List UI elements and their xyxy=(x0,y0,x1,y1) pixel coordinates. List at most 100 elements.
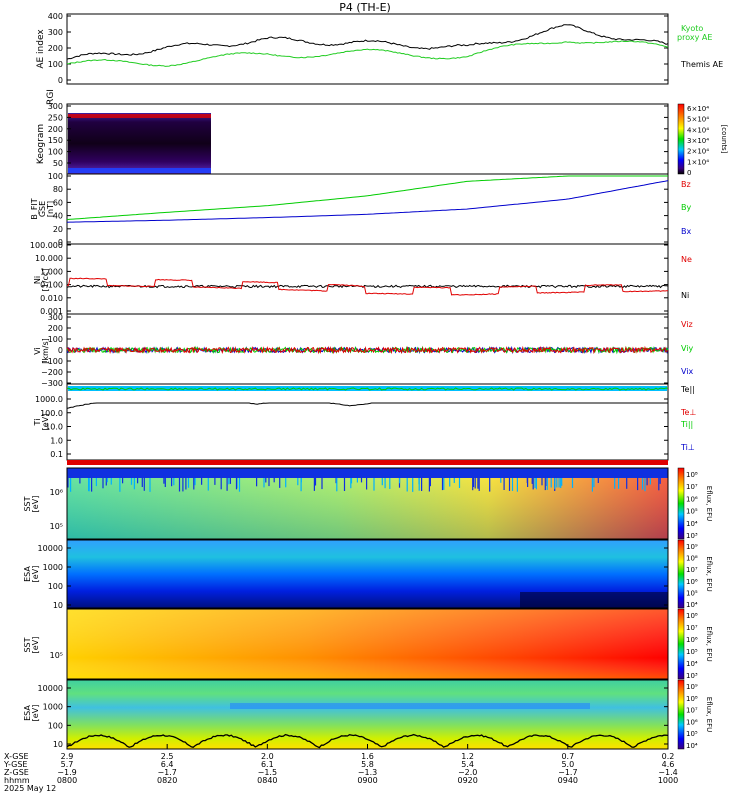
ae-ytick-label: 100 xyxy=(48,60,63,69)
esa-e-colorbar xyxy=(677,539,685,609)
sst-e-stripe xyxy=(389,478,391,489)
x-tick-xgse: 2.5 xyxy=(161,752,174,761)
sst-i-colorbar xyxy=(677,608,685,680)
bfit-ylabel-1: B_FIT xyxy=(30,198,39,219)
sst-e-stripe xyxy=(531,478,533,484)
x-row-label-z: Z-GSE xyxy=(4,768,29,777)
sst-e-cbar-label: 10⁷ xyxy=(686,483,698,491)
sst-e-stripe xyxy=(443,478,445,490)
sst-e-stripe xyxy=(279,478,281,488)
esa-i-ytick-label: 10000 xyxy=(38,684,63,693)
x-tick-zgse: −1.4 xyxy=(658,768,677,777)
sst-i-ylabel-1: SST xyxy=(23,637,32,652)
esa-i-cbar-label: 10⁸ xyxy=(686,695,698,703)
keogram-image xyxy=(68,113,211,174)
sst-i-cbar-label: 10⁶ xyxy=(686,636,698,644)
temperature-ytick-label: 0.1 xyxy=(50,450,63,459)
temperature-ti-line xyxy=(66,402,668,409)
bfit-frame xyxy=(66,173,669,245)
x-tick-time: 1000 xyxy=(658,776,678,785)
sst-e-stripe xyxy=(644,478,646,492)
density-panel: 100.000 10.000 1.000 0.100 0.010 0.001 Ni [1/… xyxy=(30,241,692,316)
keogram-ylabel-1: Keogram xyxy=(36,124,46,164)
temperature-legend-te-perp: Te⊥ xyxy=(680,408,696,417)
sst-e-colorbar xyxy=(677,467,685,540)
sst-e-stripe xyxy=(143,478,145,491)
temperature-top-line xyxy=(66,387,669,391)
sst-e-stripe xyxy=(214,478,216,485)
sst-e-stripe xyxy=(429,478,431,487)
temperature-legend-ti-perp: Ti⊥ xyxy=(680,443,695,452)
x-tick-time: 0940 xyxy=(558,776,578,785)
sst-i-cbar-label: 10⁵ xyxy=(686,648,698,656)
temperature-ylabel-1: Ti xyxy=(33,419,42,427)
temperature-ytick-label: 100.0 xyxy=(40,409,63,418)
density-legend-ne: Ne xyxy=(681,255,692,264)
x-tick-time: 0900 xyxy=(357,776,377,785)
x-tick-zgse: −1.7 xyxy=(157,768,176,777)
velocity-ytick-label: −200 xyxy=(41,368,63,377)
esa-i-cbar-label: 10⁴ xyxy=(686,742,698,750)
sst-e-cbar-label: 10³ xyxy=(686,532,698,540)
sst-e-stripe xyxy=(137,478,139,484)
esa-i-cbar-label: 10⁶ xyxy=(686,718,698,726)
sst-e-stripe xyxy=(474,478,476,489)
keogram-cbar-label: 3×10⁴ xyxy=(687,137,709,145)
sst-e-top-blue xyxy=(67,468,668,478)
sst-e-stripe xyxy=(336,478,338,492)
sst-e-shade xyxy=(67,468,668,539)
bfit-ylabel-3: [nT] xyxy=(46,201,55,217)
sst-e-stripe xyxy=(556,478,558,488)
velocity-ytick-label: 100 xyxy=(48,335,63,344)
sst-e-stripe xyxy=(550,478,552,488)
sst-e-stripe xyxy=(458,478,461,488)
ae-legend-kyoto: Kyoto xyxy=(681,24,703,33)
sst-e-stripe xyxy=(511,478,514,491)
keogram-bottom-band xyxy=(68,168,211,173)
sst-e-stripe xyxy=(356,478,358,483)
sst-e-stripe xyxy=(141,478,143,487)
sst-e-stripe xyxy=(532,478,534,490)
sst-e-stripe xyxy=(149,478,151,492)
sst-i-shade xyxy=(67,609,668,679)
sst-e-stripe xyxy=(428,478,430,492)
esa-e-cbar-title: Eflux, EFU xyxy=(705,556,713,591)
sst-e-ylabel-2: [eV] xyxy=(31,496,40,513)
sst-e-stripe xyxy=(163,478,165,484)
bfit-ylabel-2: GSE xyxy=(38,201,47,217)
esa-i-panel: 10000 1000 100 10 ESA [eV] xyxy=(23,679,685,750)
sst-e-stripe xyxy=(614,478,616,489)
sst-e-stripe xyxy=(489,478,491,492)
sst-i-cbar-title: Eflux, EFU xyxy=(705,626,713,661)
sst-e-stripe xyxy=(88,478,90,492)
sst-e-stripe xyxy=(560,478,562,488)
esa-i-ytick-label: 10 xyxy=(53,740,63,749)
sst-e-panel: 10⁶ 10⁵ SST [eV] xyxy=(23,467,685,540)
sst-e-stripe xyxy=(535,478,537,490)
velocity-ytick-label: 300 xyxy=(48,313,63,322)
x-tick-ygse: 5.0 xyxy=(561,760,574,769)
x-tick-time: 0800 xyxy=(57,776,77,785)
density-legend-ni: Ni xyxy=(681,291,689,300)
sst-e-stripe xyxy=(265,478,267,483)
velocity-viz-line xyxy=(66,345,669,355)
sst-e-stripe xyxy=(256,478,258,487)
temperature-ytick-label: 1000.0 xyxy=(35,395,63,404)
sst-e-stripe xyxy=(313,478,315,491)
sst-e-stripe xyxy=(637,478,639,491)
sst-e-stripe xyxy=(106,478,108,483)
separator-bar xyxy=(67,460,668,465)
esa-i-image xyxy=(67,680,668,749)
sst-e-stripe xyxy=(207,478,209,491)
esa-e-cbar-label: 10⁴ xyxy=(686,601,698,609)
sst-e-stripe xyxy=(343,478,346,491)
sst-e-stripe xyxy=(268,478,270,487)
sst-i-cbar-label: 10³ xyxy=(686,672,698,680)
velocity-legend-vix: Vix xyxy=(681,367,694,376)
sst-i-panel: 10⁵ SST [eV] xyxy=(23,608,685,680)
sst-e-stripe xyxy=(406,478,408,492)
density-ne-line xyxy=(66,277,668,296)
sst-e-stripe xyxy=(91,478,93,492)
x-row-label-y: Y-GSE xyxy=(3,760,27,769)
